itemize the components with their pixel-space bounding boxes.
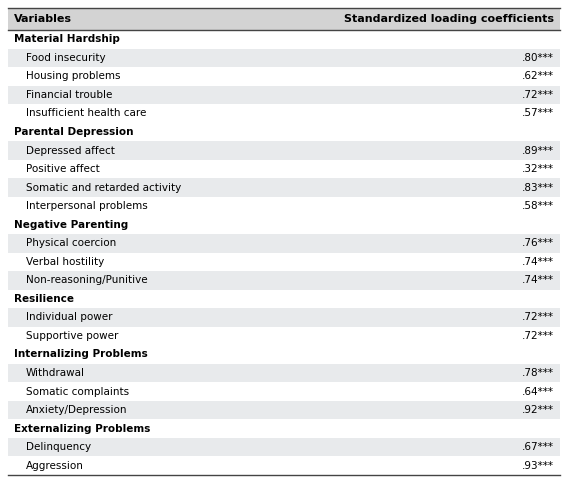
Text: .74***: .74***	[522, 275, 554, 285]
Bar	[8, 215, 560, 234]
Text: .32***: .32***	[522, 164, 554, 174]
Text: .58***: .58***	[522, 201, 554, 211]
Text: Insufficient health care: Insufficient health care	[26, 109, 147, 118]
Bar	[8, 197, 560, 215]
Text: Supportive power: Supportive power	[26, 331, 118, 341]
Bar	[8, 382, 560, 401]
Text: .72***: .72***	[522, 331, 554, 341]
Text: Externalizing Problems: Externalizing Problems	[14, 424, 151, 434]
Text: .74***: .74***	[522, 257, 554, 267]
Text: Housing problems: Housing problems	[26, 71, 120, 81]
Text: Somatic and retarded activity: Somatic and retarded activity	[26, 183, 181, 193]
Bar	[8, 178, 560, 197]
Bar	[8, 438, 560, 456]
Text: Positive affect: Positive affect	[26, 164, 100, 174]
Text: Delinquency: Delinquency	[26, 442, 91, 452]
Bar	[8, 85, 560, 104]
Text: .80***: .80***	[522, 53, 554, 63]
Text: .83***: .83***	[522, 183, 554, 193]
Text: Interpersonal problems: Interpersonal problems	[26, 201, 148, 211]
Text: .93***: .93***	[522, 461, 554, 471]
Text: .64***: .64***	[522, 386, 554, 397]
Bar	[8, 345, 560, 364]
Text: .78***: .78***	[522, 368, 554, 378]
Bar	[8, 401, 560, 419]
Bar	[8, 67, 560, 85]
Text: .57***: .57***	[522, 109, 554, 118]
Bar	[8, 419, 560, 438]
Text: .72***: .72***	[522, 90, 554, 100]
Text: Anxiety/Depression: Anxiety/Depression	[26, 405, 127, 415]
Text: Material Hardship: Material Hardship	[14, 34, 120, 44]
Text: Non-reasoning/Punitive: Non-reasoning/Punitive	[26, 275, 148, 285]
Text: .92***: .92***	[522, 405, 554, 415]
Text: Variables: Variables	[14, 14, 72, 24]
Bar	[8, 123, 560, 141]
Bar	[8, 104, 560, 123]
Text: Aggression: Aggression	[26, 461, 84, 471]
Bar	[8, 49, 560, 67]
Text: Depressed affect: Depressed affect	[26, 145, 115, 156]
Bar	[8, 308, 560, 327]
Bar	[8, 30, 560, 49]
Text: .67***: .67***	[522, 442, 554, 452]
Bar	[8, 456, 560, 475]
Text: Standardized loading coefficients: Standardized loading coefficients	[344, 14, 554, 24]
Text: Verbal hostility: Verbal hostility	[26, 257, 105, 267]
Text: Physical coercion: Physical coercion	[26, 238, 116, 248]
Text: Parental Depression: Parental Depression	[14, 127, 133, 137]
Bar	[8, 253, 560, 271]
Bar	[8, 364, 560, 382]
Text: .89***: .89***	[522, 145, 554, 156]
Text: Somatic complaints: Somatic complaints	[26, 386, 129, 397]
Text: Individual power: Individual power	[26, 313, 112, 322]
Text: .62***: .62***	[522, 71, 554, 81]
Text: Food insecurity: Food insecurity	[26, 53, 106, 63]
Text: Withdrawal: Withdrawal	[26, 368, 85, 378]
Bar	[8, 290, 560, 308]
Bar	[8, 160, 560, 178]
Text: Resilience: Resilience	[14, 294, 74, 304]
Text: .72***: .72***	[522, 313, 554, 322]
Text: Negative Parenting: Negative Parenting	[14, 220, 128, 230]
Bar	[8, 141, 560, 160]
Text: .76***: .76***	[522, 238, 554, 248]
Bar	[8, 327, 560, 345]
Bar	[8, 271, 560, 290]
Text: Financial trouble: Financial trouble	[26, 90, 112, 100]
Bar	[8, 234, 560, 253]
Text: Internalizing Problems: Internalizing Problems	[14, 350, 148, 359]
Bar	[8, 8, 560, 30]
